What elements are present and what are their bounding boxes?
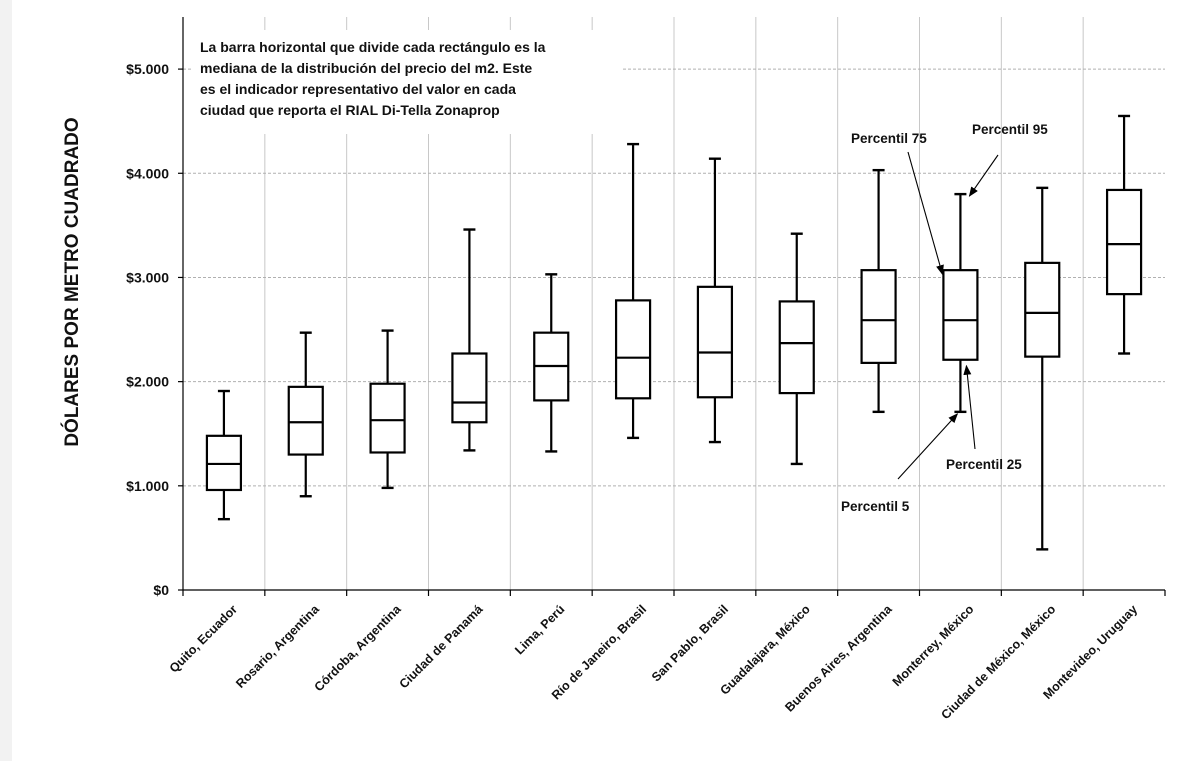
note-background — [192, 30, 622, 134]
annotation-arrow-p75 — [907, 151, 944, 276]
y-tick-label: $5.000 — [126, 61, 169, 77]
iqr-box — [696, 285, 734, 399]
left-margin-strip — [0, 0, 12, 761]
iqr-box — [369, 382, 406, 454]
annotation-arrow-p25 — [963, 364, 976, 450]
iqr-box — [451, 352, 488, 424]
box-9 — [860, 168, 897, 414]
box-3 — [369, 329, 406, 490]
boxes-layer — [205, 114, 1143, 551]
note-line: La barra horizontal que divide cada rect… — [200, 39, 546, 55]
box-7 — [696, 157, 734, 444]
box-8 — [778, 232, 815, 466]
box-12 — [1105, 114, 1143, 355]
annotation-label-p75: Percentil 75 — [851, 131, 927, 146]
note-line: mediana de la distribución del precio de… — [200, 60, 532, 76]
axes-layer — [178, 17, 1166, 596]
box-4 — [451, 228, 488, 452]
box-1 — [205, 389, 243, 521]
iqr-box — [614, 299, 652, 400]
annotation-label-p25: Percentil 25 — [946, 457, 1022, 472]
annotation-arrow-p5 — [897, 413, 959, 480]
box-2 — [287, 331, 324, 498]
annotations-layer: Percentil 75 Percentil 95 Percentil 25 Perc… — [841, 122, 1048, 514]
note-line: ciudad que reporta el RIAL Di-Tella Zona… — [200, 102, 500, 118]
y-tick-label: $4.000 — [126, 165, 169, 181]
iqr-box — [287, 385, 324, 456]
iqr-box — [1105, 188, 1143, 296]
box-10 — [942, 192, 979, 414]
box-5 — [533, 273, 570, 453]
iqr-box — [942, 269, 979, 361]
y-tick-label: $2.000 — [126, 374, 169, 390]
iqr-box — [778, 300, 815, 395]
y-tick-label: $0 — [153, 582, 169, 598]
annotation-arrow-p95 — [968, 154, 999, 197]
iqr-box — [860, 269, 897, 364]
y-tick-label: $1.000 — [126, 478, 169, 494]
box-6 — [614, 142, 652, 440]
iqr-box — [1024, 261, 1061, 358]
annotation-label-p95: Percentil 95 — [972, 122, 1048, 137]
annotation-label-p5: Percentil 5 — [841, 499, 910, 514]
note-line: es el indicador representativo del valor… — [200, 81, 516, 97]
note-layer: La barra horizontal que divide cada rect… — [192, 30, 622, 134]
y-tick-label: $3.000 — [126, 269, 169, 285]
box-11 — [1024, 186, 1061, 551]
y-axis-title: DÓLARES POR METRO CUADRADO — [61, 117, 83, 446]
